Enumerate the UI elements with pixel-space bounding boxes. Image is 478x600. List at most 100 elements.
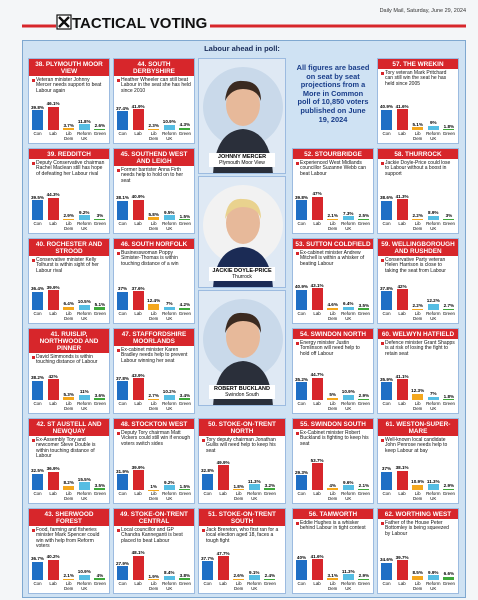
bar <box>381 382 392 400</box>
bar <box>32 291 43 310</box>
bar <box>427 303 439 310</box>
bar <box>78 124 90 130</box>
category-label: Lib Dem <box>149 491 159 501</box>
category-label: Lib Dem <box>234 581 244 591</box>
bar <box>32 380 43 400</box>
category-label: Green <box>178 401 191 406</box>
category-label: Lib Dem <box>64 581 74 591</box>
panel: 61. WESTON-SUPER-MARE Well-known local ca… <box>377 418 459 504</box>
category-label: Con <box>118 311 127 316</box>
value-label: 3.1% <box>327 572 338 578</box>
value-label: 5.1% <box>412 121 423 127</box>
panel-title: 46. SOUTH NORFOLK <box>114 239 194 249</box>
value-label: 2.9% <box>358 573 370 579</box>
category-label: Reform UK <box>426 131 441 141</box>
value-label: 41.6% <box>310 553 324 559</box>
value-label: 8.2% <box>63 480 74 486</box>
bar <box>342 394 354 400</box>
dateline: Daily Mail, Saturday, June 29, 2024 <box>380 8 466 14</box>
value-label: 31.9% <box>115 468 130 474</box>
category-label: Lib Dem <box>64 221 74 231</box>
category-label: Lib Dem <box>413 221 423 231</box>
value-label: 1.5% <box>179 483 191 489</box>
bar <box>117 291 128 310</box>
panel: 43. SHERWOOD FOREST Food, farming and fis… <box>28 508 110 594</box>
category-label: Lab <box>313 491 321 496</box>
category-label: Con <box>33 401 42 406</box>
panel-description: Energy minister Justin Tomlinson will ne… <box>293 339 373 357</box>
panel-description: David Simmonds is within touching distan… <box>29 353 109 366</box>
value-label: 4.6% <box>327 302 338 308</box>
bar <box>78 482 90 490</box>
bar <box>32 110 43 130</box>
bar <box>396 560 408 580</box>
value-label: 39.7% <box>395 554 409 560</box>
category-label: Con <box>297 311 306 316</box>
panel-description: Well-known local candidate John Penrose … <box>378 436 458 454</box>
bar <box>63 485 75 490</box>
bar <box>233 578 245 580</box>
category-label: Con <box>297 401 306 406</box>
category-label: Lib Dem <box>413 311 423 321</box>
bar <box>78 394 90 400</box>
bar <box>412 484 424 490</box>
panel-description: Veteran minister Johnny Mercer needs sup… <box>29 76 109 94</box>
bar <box>427 125 439 130</box>
panel: 41. RUISLIP, NORTHWOOD AND PINNER David S… <box>28 328 110 414</box>
bar <box>94 578 106 580</box>
portrait: JACKIE DOYLE-PRICE Thurrock <box>198 176 286 288</box>
value-label: 39.9% <box>131 464 145 470</box>
category-label: Green <box>178 131 191 136</box>
header: TACTICAL VOTING Daily Mail, Saturday, Ju… <box>22 8 466 32</box>
panel-title: 49. STOKE-ON-TRENT CENTRAL <box>114 509 194 526</box>
value-label: 35.2% <box>294 376 309 382</box>
category-label: Con <box>118 401 127 406</box>
category-label: Green <box>93 491 106 496</box>
panel-title: 59. WELLINGBOROUGH AND RUSHDEN <box>378 239 458 256</box>
panel-description: Deputy Tory chairman Matt Vickers could … <box>114 429 194 447</box>
value-label: 35.9% <box>379 376 394 382</box>
bar <box>63 306 75 310</box>
bar <box>132 199 144 220</box>
category-label: Green <box>442 581 455 586</box>
value-label: 5% <box>329 392 336 397</box>
panel: 38. PLYMOUTH MOOR VIEW Veteran minister J… <box>28 58 110 144</box>
banner: Labour ahead in poll: <box>204 44 280 53</box>
bar <box>296 382 307 400</box>
bar <box>163 485 175 490</box>
bar <box>63 128 75 130</box>
value-label: 4.3% <box>179 122 191 128</box>
panel: 42. ST AUSTELL AND NEWQUAY Ex-Assembly To… <box>28 418 110 504</box>
panel-description: Tory veteran Mark Pritchard can still wi… <box>378 69 458 87</box>
category-label: Green <box>93 131 106 136</box>
category-label: Lib Dem <box>328 581 338 591</box>
bar <box>412 127 424 130</box>
category-label: Green <box>263 491 276 496</box>
category-label: Reform UK <box>162 491 177 501</box>
value-label: 1.8% <box>443 393 455 399</box>
panel-description: Conservative Party veteran Helen Harriso… <box>378 256 458 274</box>
value-label: 37% <box>381 466 392 471</box>
bar <box>132 109 144 130</box>
panel-description: Ex-cabinet minister Karen Bradley needs … <box>114 346 194 364</box>
value-label: 36.4% <box>30 286 45 292</box>
category-label: Lib Dem <box>413 491 423 501</box>
panel-description: Jackie Doyle-Price could lose to Labour … <box>378 159 458 177</box>
value-label: 41.6% <box>395 103 409 109</box>
value-label: 41.1% <box>395 373 409 379</box>
bar <box>47 471 59 490</box>
value-label: 8.5% <box>412 570 423 576</box>
panel-title: 60. WELWYN HATFIELD <box>378 329 458 339</box>
value-label: 11.3% <box>247 478 261 484</box>
value-label: 5.3% <box>63 391 74 397</box>
category-label: Lab <box>313 581 321 586</box>
bar <box>381 562 392 580</box>
panel: 44. SOUTH DERBYSHIRE Heather Wheeler can … <box>113 58 195 144</box>
category-label: Reform UK <box>341 581 356 591</box>
panel-title: 47. STAFFORDSHIRE MOORLANDS <box>114 329 194 346</box>
category-label: Green <box>442 491 455 496</box>
category-label: Lab <box>219 581 227 586</box>
value-label: 39.5% <box>30 194 45 200</box>
panel-title: 62. WORTHING WEST <box>378 509 458 519</box>
category-label: Lab <box>398 401 406 406</box>
